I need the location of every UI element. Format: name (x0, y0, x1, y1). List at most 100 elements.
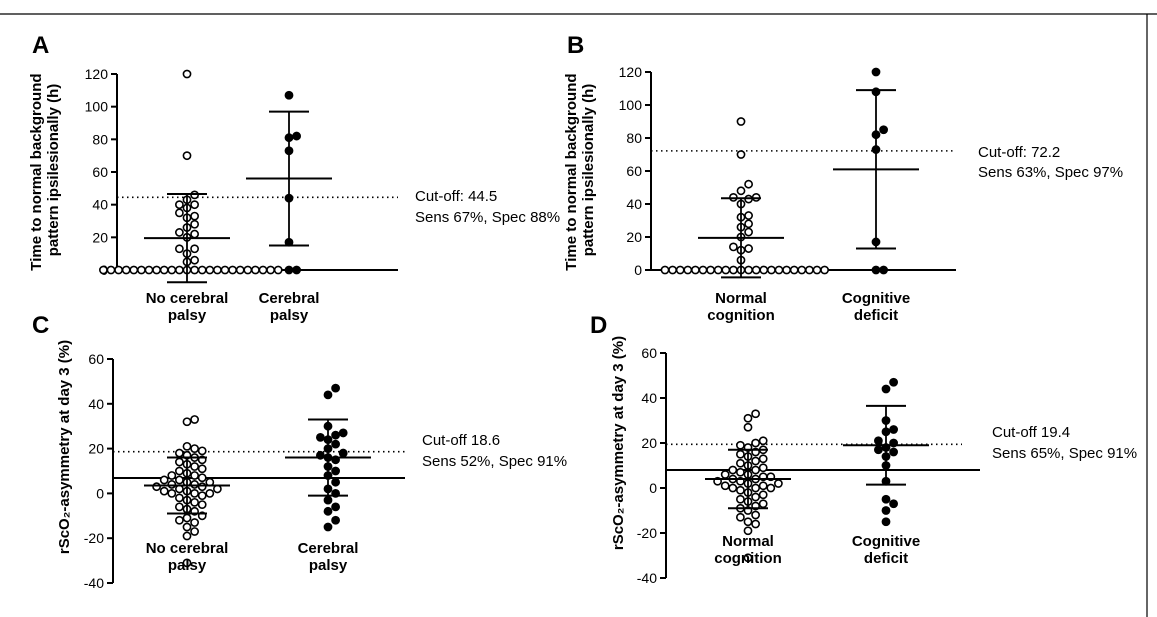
data-point (736, 485, 745, 495)
data-point (182, 558, 192, 568)
data-point (174, 265, 184, 275)
data-point (889, 425, 898, 434)
data-point (721, 265, 731, 275)
y-axis-label-line: pattern ipsilesionally (h) (580, 84, 597, 257)
y-tick-label: 60 (88, 351, 104, 367)
panel-d: D rScO₂-asymmetry at day 3 (%) -40 -20 0 20… (590, 312, 1137, 586)
sens-spec-text: Sens 52%, Spec 91% (422, 453, 567, 470)
data-point (182, 513, 192, 523)
data-point (758, 463, 768, 473)
data-point (190, 527, 199, 536)
data-point (167, 471, 177, 480)
data-point (235, 265, 245, 275)
data-point (751, 409, 760, 419)
data-point (174, 228, 184, 237)
data-point (144, 265, 154, 275)
data-point (338, 448, 348, 458)
y-tick-label: 0 (96, 485, 104, 501)
data-point (190, 415, 199, 424)
x-category-label-line: deficit (864, 550, 908, 567)
data-point (338, 428, 348, 438)
data-point (190, 488, 199, 498)
x-category-label: No cerebral palsy (146, 290, 229, 324)
sens-spec-text: Sens 65%, Spec 91% (992, 445, 1137, 462)
cutoff-text: Cut-off 19.4 (992, 424, 1070, 441)
data-point (197, 482, 207, 492)
y-tick-label: -20 (637, 525, 657, 541)
data-point (197, 446, 207, 456)
x-category-label-line: No cerebral (146, 290, 229, 307)
data-point (820, 265, 829, 275)
data-point (106, 265, 116, 275)
y-tick-label: 60 (92, 164, 108, 180)
y-axis-label: rScO₂-asymmetry at day 3 (%) (56, 340, 73, 554)
x-category-label: Normal cognition (707, 290, 775, 324)
x-category-label-line: Cognitive (842, 290, 910, 307)
y-tick-label: 60 (641, 345, 657, 361)
data-point (683, 265, 693, 275)
data-point (284, 90, 294, 100)
data-point (660, 265, 670, 275)
data-point (766, 483, 776, 493)
data-point (871, 67, 881, 77)
data-point (767, 265, 776, 275)
data-point (174, 515, 184, 525)
sens-spec-text: Sens 67%, Spec 88% (415, 209, 560, 226)
data-point (751, 519, 760, 529)
y-axis-label-line: rScO₂-asymmetry at day 3 (%) (610, 336, 627, 550)
y-tick-label: -40 (637, 570, 657, 586)
y-tick-label: 40 (641, 390, 657, 406)
data-point (736, 117, 746, 126)
data-point (728, 483, 738, 493)
data-point (729, 265, 738, 275)
data-point (129, 265, 139, 275)
data-point (889, 377, 898, 387)
panel-c: C rScO₂-asymmetry at day 3 (%) -40 -20 0 20… (32, 312, 567, 591)
x-category-label-line: Cognitive (852, 533, 920, 550)
x-category-label: Cerebral palsy (259, 290, 320, 324)
data-point (889, 447, 898, 457)
data-point (243, 265, 253, 275)
data-point (751, 492, 760, 502)
data-point (744, 265, 753, 275)
data-point (174, 200, 184, 210)
data-point (190, 244, 199, 254)
y-tick-label: 120 (85, 66, 109, 82)
x-category-label: Cognitive deficit (842, 290, 910, 324)
data-point (744, 227, 753, 237)
data-point (182, 417, 192, 427)
data-point (323, 506, 333, 516)
data-point (190, 480, 199, 489)
data-point (736, 512, 745, 522)
data-point (273, 265, 283, 275)
data-point (323, 495, 333, 505)
y-tick-label: 100 (619, 97, 643, 113)
data-point (323, 522, 333, 532)
x-category-label-line: palsy (270, 307, 309, 324)
data-point (174, 475, 184, 485)
sens-spec-text: Sens 63%, Spec 97% (978, 164, 1123, 181)
panel-letter: C (32, 312, 49, 339)
data-point (751, 510, 760, 520)
data-point (736, 150, 746, 159)
y-tick-label: 80 (92, 131, 108, 147)
data-point (720, 481, 730, 491)
x-category-label-line: Normal (715, 290, 767, 307)
data-point (284, 265, 294, 275)
data-point (758, 454, 768, 464)
x-category-label-line: Normal (722, 533, 774, 550)
data-point (758, 499, 768, 509)
panel-b: B Time to normal background pattern ipsi… (563, 32, 1123, 324)
data-point (751, 465, 760, 475)
data-point (713, 265, 723, 275)
x-category-label-line: cognition (714, 550, 782, 567)
data-point (759, 265, 769, 275)
data-point (774, 479, 783, 488)
data-point (720, 470, 730, 479)
data-point (331, 502, 340, 512)
y-tick-label: 20 (626, 229, 642, 245)
panel-letter: B (567, 32, 584, 59)
y-axis-label-line: rScO₂-asymmetry at day 3 (%) (56, 340, 73, 554)
